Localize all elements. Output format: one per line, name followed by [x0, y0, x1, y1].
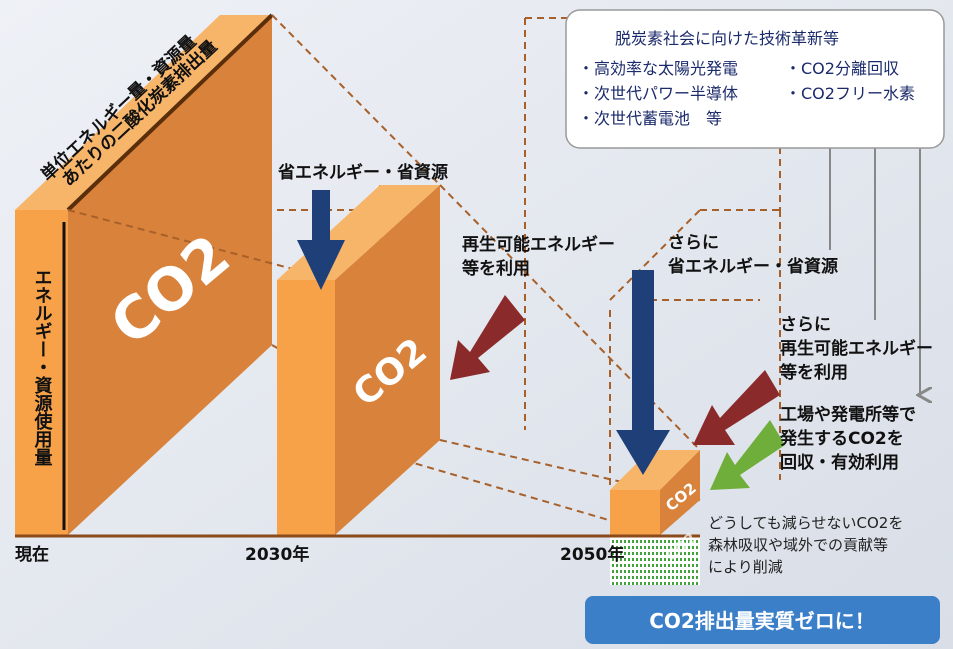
- annotation: 回収・有効利用: [780, 452, 899, 473]
- tech-item: ・次世代パワー半導体: [578, 84, 738, 103]
- tech-item: ・高効率な太陽光発電: [578, 59, 738, 78]
- annotation: 再生可能エネルギー: [462, 234, 615, 255]
- annotation: 省エネルギー・省資源: [277, 162, 448, 183]
- stage-label: 2030年: [245, 544, 309, 565]
- annotation: 等を利用: [780, 362, 848, 383]
- box-front: [277, 280, 335, 535]
- axis-label: エネルギー・資源使用量: [32, 268, 54, 466]
- annotation: 省エネルギー・省資源: [667, 256, 838, 277]
- stage-label: 2050年: [560, 544, 624, 565]
- tech-item: ・CO2分離回収: [785, 59, 899, 78]
- page: 脱炭素社会に向けた技術革新等 ・高効率な太陽光発電 ・CO2分離回収 ・次世代パ…: [0, 0, 953, 649]
- annotation: 森林吸収や域外での貢献等: [708, 536, 888, 554]
- diagram: 脱炭素社会に向けた技術革新等 ・高効率な太陽光発電 ・CO2分離回収 ・次世代パ…: [0, 0, 953, 649]
- tech-item: ・CO2フリー水素: [785, 84, 915, 103]
- stage-label: 現在: [15, 544, 49, 565]
- annotation: さらに: [780, 315, 831, 335]
- goal-text: CO2排出量実質ゼロに！: [649, 609, 875, 633]
- annotation: どうしても減らせないCO2を: [708, 514, 903, 532]
- annotation: 再生可能エネルギー: [780, 338, 933, 359]
- tech-item: ・次世代蓄電池 等: [578, 109, 722, 128]
- box-front: [610, 490, 660, 535]
- annotation: 工場や発電所等で: [780, 404, 916, 425]
- annotation: 等を利用: [462, 258, 530, 279]
- annotation: により削減: [708, 558, 783, 576]
- tech-title: 脱炭素社会に向けた技術革新等: [615, 29, 839, 48]
- annotation: さらに: [668, 233, 719, 253]
- annotation: 発生するCO2を: [779, 428, 904, 449]
